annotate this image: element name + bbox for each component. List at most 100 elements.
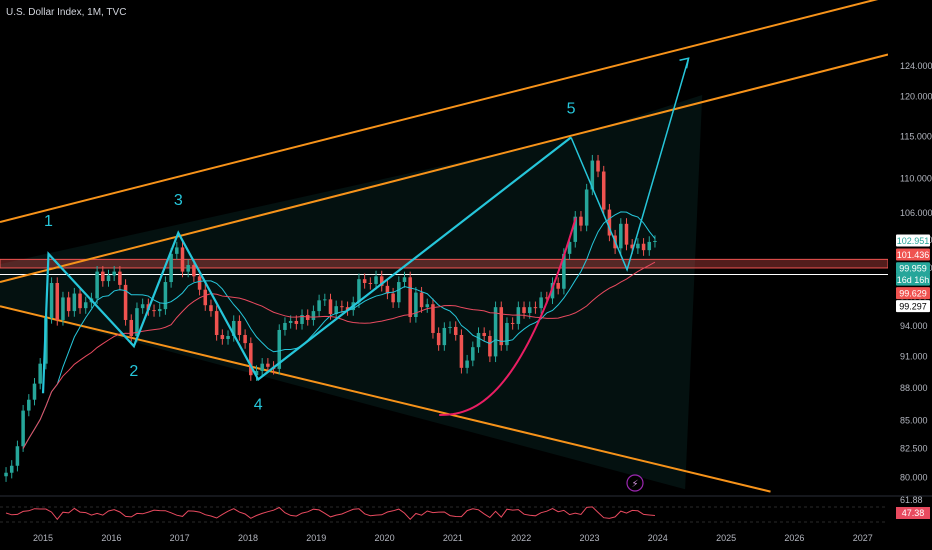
price-tag-label: 16d 16h [897, 275, 930, 285]
candle [123, 279, 128, 326]
candle-body [510, 322, 515, 324]
candle-body [83, 302, 88, 309]
candle [186, 259, 190, 278]
candle [402, 271, 407, 288]
candle-body [249, 343, 253, 376]
candle [32, 378, 37, 406]
candle [442, 322, 447, 351]
price-tick-label: 115.000 [900, 132, 932, 142]
candle-body [175, 247, 179, 254]
candle-body [345, 307, 350, 311]
price-tag: 102.951 [896, 234, 930, 247]
time-tick-label: 2019 [306, 533, 326, 543]
candle-body [192, 265, 196, 277]
candle-body [300, 315, 304, 324]
fast-moving-average [22, 211, 656, 449]
candle [550, 277, 555, 305]
candle [4, 467, 8, 482]
candle-body [101, 271, 105, 282]
candle-body [66, 297, 71, 312]
candle [203, 284, 208, 311]
candle-body [106, 275, 111, 282]
time-tick-label: 2017 [170, 533, 190, 543]
candle-body [32, 383, 37, 400]
candle [488, 330, 492, 363]
candle-body [237, 320, 242, 335]
candle [214, 305, 219, 341]
candle [533, 301, 538, 314]
candle [624, 218, 629, 251]
candle-body [482, 332, 486, 336]
candle-body [527, 307, 532, 314]
candle [317, 294, 321, 317]
price-tag-bg [896, 287, 930, 300]
candle-body [277, 329, 282, 369]
candle-body [283, 322, 287, 330]
candle-body [505, 322, 509, 346]
middle-channel-line [0, 53, 889, 284]
resistance-zone [0, 258, 889, 269]
candle-body [550, 282, 555, 299]
candle [197, 270, 202, 296]
candle-body [425, 304, 430, 308]
candle-body [209, 305, 213, 312]
candle-body [624, 223, 629, 245]
candle [647, 236, 652, 256]
price-tick-label: 106.000 [900, 208, 932, 218]
wave-label-3: 3 [174, 192, 183, 209]
candle [459, 329, 464, 374]
time-tick-label: 2024 [648, 533, 668, 543]
candle-body [379, 276, 384, 286]
candle-body [95, 271, 99, 299]
candle-body [459, 334, 464, 368]
candle-body [453, 326, 458, 335]
time-tick-label: 2020 [375, 533, 395, 543]
candle-body [163, 282, 168, 310]
candle [220, 329, 225, 345]
price-tag-bg [896, 234, 930, 247]
candle [38, 358, 42, 390]
candle-body [533, 307, 538, 309]
candle [607, 203, 612, 242]
candle-body [419, 292, 424, 308]
price-tag-bg [896, 262, 930, 275]
flash-icon-glyph: ⚡ [631, 479, 638, 490]
candle [288, 315, 293, 329]
price-tag-label: 101.436 [897, 250, 930, 260]
time-tick-label: 2026 [784, 533, 804, 543]
candle [379, 270, 384, 292]
candle [653, 235, 657, 248]
price-tag-bg [896, 300, 930, 313]
price-tick-label: 82.500 [900, 444, 928, 454]
candle [66, 291, 71, 317]
candle-body [448, 326, 452, 328]
candle [311, 305, 316, 326]
candle [573, 211, 578, 248]
candle-body [562, 253, 566, 289]
time-tick-label: 2016 [101, 533, 121, 543]
candle-body [408, 277, 412, 318]
candle-body [579, 216, 583, 226]
candle-body [340, 306, 344, 308]
price-tick-label: 124.000 [900, 61, 932, 71]
candle-body [49, 282, 54, 318]
candle [641, 238, 646, 256]
candle-body [61, 297, 65, 320]
candle [556, 277, 560, 295]
candle-body [27, 399, 31, 411]
candle-body [220, 334, 225, 340]
candle-body [197, 276, 202, 290]
flash-icon[interactable]: ⚡ [626, 474, 644, 492]
candle-body [590, 160, 595, 190]
candle-body [72, 293, 77, 312]
price-tag: 99.629 [896, 287, 930, 300]
candle [471, 341, 475, 367]
time-tick-label: 2022 [511, 533, 531, 543]
wave-label-2: 2 [129, 363, 138, 380]
candle [175, 241, 179, 260]
candle-body [653, 240, 657, 242]
candle-body [140, 304, 145, 309]
candle [78, 287, 82, 314]
time-tick-label: 2021 [443, 533, 463, 543]
